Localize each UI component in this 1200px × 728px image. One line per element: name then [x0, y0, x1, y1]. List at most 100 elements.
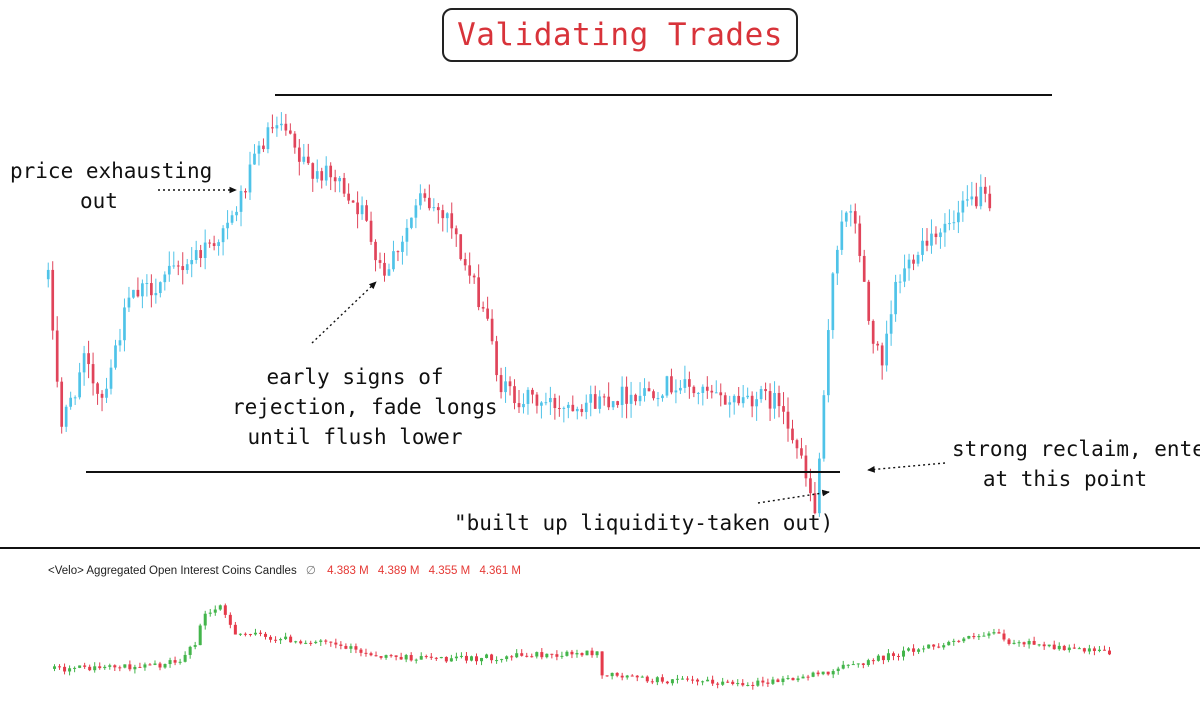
- price-candle-body: [723, 395, 727, 405]
- price-candle-body: [347, 193, 350, 201]
- oi-candle-body: [741, 683, 745, 686]
- oi-candle-body: [846, 664, 850, 666]
- oi-candle-body: [1097, 649, 1101, 652]
- oi-candle-body: [841, 664, 845, 669]
- oi-candle-body: [927, 644, 931, 649]
- price-candle-body: [517, 403, 521, 408]
- price-candle-body: [988, 193, 992, 209]
- price-candle-body: [289, 130, 292, 134]
- price-candle-body: [853, 211, 857, 224]
- price-candle-body: [835, 249, 839, 274]
- annotation-line: until flush lower: [247, 425, 463, 449]
- price-candle-body: [154, 293, 158, 296]
- oi-legend-symbol: ∅: [305, 565, 316, 577]
- price-candle-body: [87, 353, 90, 365]
- oi-candle-body: [374, 655, 378, 657]
- price-candle-body: [239, 190, 243, 212]
- oi-candle-body: [796, 678, 800, 681]
- price-candle-body: [831, 273, 835, 331]
- oi-candle-body: [826, 671, 830, 675]
- price-candle-body: [271, 127, 274, 129]
- oi-candle-body: [540, 652, 544, 658]
- oi-candle-body: [635, 675, 639, 678]
- price-candle-body: [934, 233, 938, 238]
- price-candle-body: [549, 397, 552, 403]
- price-candles: [46, 112, 992, 517]
- price-candle-body: [221, 228, 225, 243]
- oi-candle-body: [680, 678, 684, 680]
- price-candle-body: [916, 254, 920, 264]
- oi-candle-body: [444, 656, 448, 662]
- price-candle-body: [925, 240, 929, 246]
- oi-candle-body: [188, 646, 192, 655]
- price-candle-body: [158, 282, 162, 294]
- oi-candle-body: [871, 660, 875, 662]
- oi-candle-body: [344, 645, 348, 649]
- price-candle-body: [203, 242, 207, 259]
- price-candle-body: [844, 212, 848, 222]
- price-candle-body: [432, 207, 436, 209]
- price-candle-body: [665, 376, 669, 396]
- price-candle-body: [253, 153, 256, 165]
- oi-candle-body: [660, 677, 664, 682]
- oi-candle-body: [640, 676, 644, 678]
- price-candle-body: [620, 386, 624, 406]
- oi-candle-body: [836, 668, 840, 672]
- oi-candle-body: [193, 645, 197, 647]
- price-candle-body: [436, 207, 440, 211]
- oi-candle-body: [354, 646, 358, 650]
- oi-candle-body: [108, 665, 112, 667]
- oi-candle-body: [932, 644, 936, 647]
- oi-legend: <Velo> Aggregated Open Interest Coins Ca…: [48, 563, 527, 577]
- price-candle-body: [378, 260, 382, 263]
- oi-candle-body: [304, 642, 308, 644]
- oi-candle-body: [158, 663, 162, 668]
- price-candle-body: [145, 283, 149, 285]
- oi-candle-body: [821, 671, 825, 675]
- price-candle-body: [634, 394, 637, 402]
- price-candle-body: [696, 392, 700, 394]
- price-candle-body: [114, 345, 117, 368]
- oi-candle-body: [982, 635, 986, 637]
- oi-candle-body: [595, 651, 599, 656]
- oi-candle-body: [83, 665, 87, 667]
- oi-candle-body: [1002, 633, 1006, 640]
- annotation-line: "built up liquidity-taken out): [454, 511, 834, 535]
- price-candle-body: [118, 340, 122, 346]
- oi-candle-body: [349, 646, 353, 649]
- price-candle-body: [957, 212, 960, 223]
- oi-candle-body: [78, 665, 82, 668]
- oi-candle-body: [761, 680, 765, 683]
- price-candle-body: [410, 217, 413, 228]
- oi-candle-body: [384, 655, 388, 658]
- oi-candle-body: [716, 683, 720, 685]
- oi-candle-body: [615, 672, 619, 676]
- price-candle-body: [78, 372, 81, 398]
- oi-candle-body: [876, 655, 880, 661]
- oi-candle-body: [480, 657, 484, 662]
- price-candle-body: [705, 386, 709, 391]
- price-candle-body: [670, 376, 673, 393]
- price-candle-body: [60, 381, 64, 427]
- price-candle-body: [728, 402, 732, 405]
- oi-candle-body: [319, 640, 323, 642]
- oi-candle-body: [510, 656, 514, 658]
- annotation-line: out: [80, 189, 118, 213]
- price-candle-body: [181, 266, 185, 271]
- price-candle-body: [454, 228, 458, 235]
- price-candle-body: [401, 241, 404, 252]
- oi-candle-body: [811, 672, 815, 677]
- oi-candle-body: [253, 632, 257, 635]
- price-candle-body: [55, 330, 59, 382]
- price-candle-body: [91, 364, 95, 384]
- price-candle-body: [903, 268, 906, 282]
- oi-close-value: 4.361 M: [479, 565, 521, 577]
- oi-candle-body: [123, 664, 127, 668]
- oi-candle-body: [274, 639, 278, 641]
- price-candle-body: [284, 123, 288, 131]
- price-candle-body: [741, 397, 745, 404]
- price-candle-body: [768, 391, 772, 409]
- oi-candle-body: [806, 676, 810, 678]
- price-candle-body: [481, 307, 485, 309]
- oi-candle-body: [866, 660, 870, 665]
